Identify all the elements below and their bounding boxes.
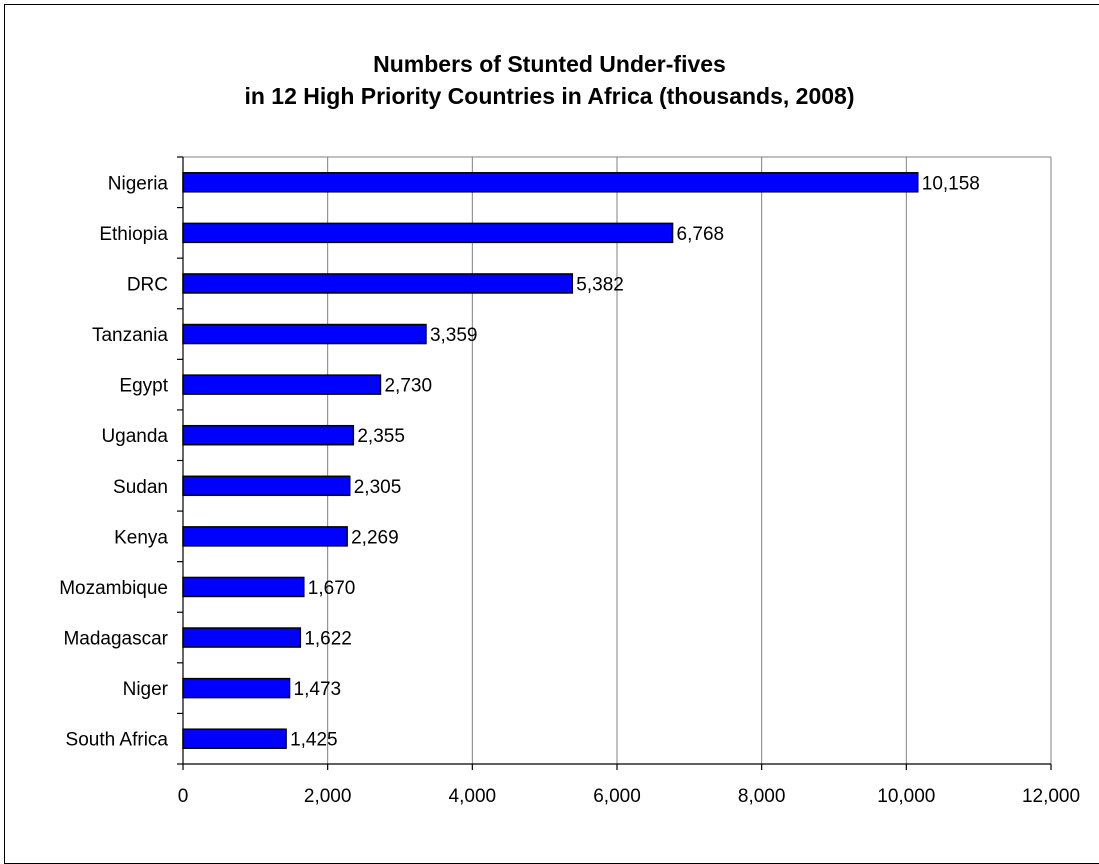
category-label: Madagascar [63,629,168,650]
x-tick-label: 10,000 [877,786,935,807]
category-label: Ethiopia [99,224,168,245]
x-tick-label: 8,000 [738,786,786,807]
category-label: Mozambique [59,578,168,599]
labels: 10,158 Nigeria 6,768 Ethiopia 5,382 DRC 3,359 T… [59,173,1080,807]
bar [182,172,919,193]
gridlines [183,156,1052,764]
bar [182,475,351,497]
data-label: 10,158 [922,173,980,194]
data-label: 1,670 [308,578,356,599]
category-label: Kenya [114,527,168,548]
bar [182,323,427,345]
bar [182,222,674,244]
bar [182,677,291,699]
data-label: 1,425 [290,730,338,751]
bars [182,172,919,749]
category-label: DRC [127,274,168,295]
bar-chart: 10,158 Nigeria 6,768 Ethiopia 5,382 DRC 3,359 T… [59,156,1080,807]
category-label: Tanzania [92,325,168,346]
category-label: Niger [123,679,169,700]
bar [182,627,302,648]
data-label: 2,269 [351,527,399,548]
category-label: Egypt [119,376,168,397]
bar [182,728,287,749]
category-label: Sudan [113,477,168,498]
data-label: 1,473 [294,679,342,700]
x-tick-label: 0 [178,786,189,807]
category-label: Nigeria [108,173,169,194]
x-tick-label: 6,000 [593,786,641,807]
bar [182,424,355,446]
data-label: 2,305 [354,477,402,498]
data-label: 6,768 [677,224,725,245]
chart-title: Numbers of Stunted Under-fives in 12 Hig… [0,48,1099,112]
x-tick-label: 12,000 [1022,786,1080,807]
data-label: 2,730 [384,376,432,397]
bar [182,374,382,395]
data-label: 2,355 [357,426,405,447]
bar [182,273,574,294]
axes [177,156,1052,770]
bar [182,526,348,547]
category-label: Uganda [101,426,168,447]
bar [182,576,305,598]
chart-title-line-2: in 12 High Priority Countries in Africa … [244,83,855,109]
category-label: South Africa [66,730,169,751]
data-label: 3,359 [430,325,478,346]
chart-title-line-1: Numbers of Stunted Under-fives [373,51,726,77]
data-label: 1,622 [304,629,352,650]
x-tick-label: 4,000 [449,786,497,807]
x-tick-label: 2,000 [304,786,352,807]
data-label: 5,382 [576,274,624,295]
